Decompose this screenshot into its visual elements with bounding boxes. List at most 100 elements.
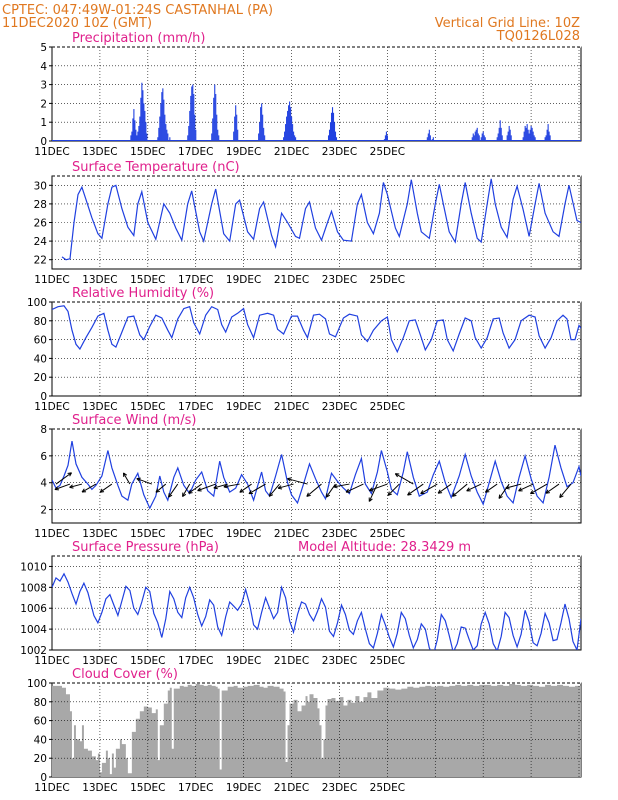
precip-bar [429,135,431,141]
wind-arrow-head [239,491,244,493]
precip-bar [329,122,332,141]
precip-bar [498,127,500,141]
x-tick-label: 17DEC [178,528,213,540]
x-tick-label: 13DEC [82,655,117,667]
precip-bar [159,116,161,141]
x-tick-label: 19DEC [226,655,261,667]
precip-bar [524,125,526,141]
wind-arrow-head [407,491,410,496]
precip-bar [526,124,528,141]
wind-arrow [559,483,572,498]
wind-arrow-shaft [518,483,534,492]
precip-bar [258,133,260,141]
wind-arrow-head [136,478,140,482]
precip-bar [167,133,169,141]
wind-arrow-head [559,495,564,498]
x-tick-label: 23DEC [322,782,357,794]
wind-arrow [333,483,350,489]
precip-bar [139,116,141,141]
wind-arrow-shaft [505,483,522,489]
precip-bar [263,127,265,141]
wind-arrow-head [438,492,443,494]
precip-bar [534,137,536,141]
wind-arrow-head [505,487,510,490]
x-tick-label: 25DEC [370,274,405,286]
precip-bar [195,129,197,141]
y-tick-label: 8 [40,424,47,436]
x-tick-label: 17DEC [178,782,213,794]
precip-bar [477,133,479,141]
wind-arrow-head [287,477,292,480]
wind-arrow-head [197,487,201,491]
wind-arrow [54,483,71,491]
wind-arrow-head [387,491,390,496]
wind-arrow-head [505,485,510,489]
precip-bar [510,135,512,141]
wind-arrow-head [223,484,228,488]
y-tick-label: 1004 [20,624,47,636]
precip-bar [163,99,165,141]
x-tick-label: 19DEC [226,274,261,286]
precip-bar [383,139,385,141]
precip-bar [499,120,501,141]
panel-rh: 0 20 40 60 80 100 11DEC 13DEC 15DEC 17DEC 19DEC 21D… [27,286,582,413]
temp-series-line [61,178,581,261]
precip-bar [187,135,189,141]
wind-arrow-head [420,490,424,494]
y-tick-label: 100 [27,678,47,690]
x-tick-label: 19DEC [226,401,261,413]
wind-arrow [239,483,252,493]
wind-arrow [99,483,113,493]
precip-bar [216,114,218,141]
wind-arrow-head [54,486,59,490]
wind-arrow-head [81,488,85,493]
x-tick-label: 21DEC [274,401,309,413]
y-tick-label: 60 [34,716,47,728]
wind-arrow-shaft [407,483,424,496]
wind-arrow-head [287,478,291,482]
wind-arrow-head [368,487,373,491]
x-tick-label: 25DEC [370,401,405,413]
wind-arrow-shaft [420,483,438,495]
wind-arrow [268,483,280,497]
wind-arrow-head [333,484,338,488]
wind-arrow [437,483,452,494]
y-tick-label: 1006 [20,603,47,615]
precip-bar [294,135,296,141]
precip-bar [137,131,139,141]
panel-title: Surface Wind (m/s) [72,413,196,428]
precip-bar [500,127,502,141]
precip-bar [162,88,164,141]
y-tick-label: 20 [34,753,47,765]
x-tick-label: 17DEC [178,274,213,286]
wind-arrow-head [99,488,103,493]
precip-bar [237,129,239,141]
panel-cloud: 0 20 40 60 80 100 11DEC 13DEC 15DEC 17DEC 19DEC 21D… [27,667,582,794]
wind-arrow-shaft [54,483,71,490]
precip-bar [471,137,473,141]
x-tick-label: 25DEC [370,528,405,540]
wind-arrow-head [100,491,105,493]
wind-arrow-shaft [123,472,131,485]
precip-bar [134,120,136,141]
plot-area [51,428,582,524]
precip-bar [509,129,511,141]
wind-arrow-head [248,490,252,494]
y-tick-label: 6 [40,451,47,463]
x-tick-label: 17DEC [178,401,213,413]
precip-bar [483,135,485,141]
y-tick-label: 0 [40,391,47,403]
wind-arrow-shaft [387,483,400,496]
wind-arrow-head [268,492,271,497]
precip-bar [474,131,476,141]
run-time-header: 11DEC2020 10Z (GMT) [2,16,152,31]
wind-arrow-shaft [188,483,203,494]
x-tick-label: 13DEC [82,146,117,158]
y-tick-label: 60 [34,335,47,347]
x-tick-label: 21DEC [274,274,309,286]
panel-wind: 2 4 6 8 11DEC 13DEC 15DEC 17DEC 19DEC 21DEC 23DEC 2… [34,413,582,540]
wind-arrow-shaft [168,483,179,498]
precip-bar [193,94,195,141]
precip-bar [166,129,168,141]
